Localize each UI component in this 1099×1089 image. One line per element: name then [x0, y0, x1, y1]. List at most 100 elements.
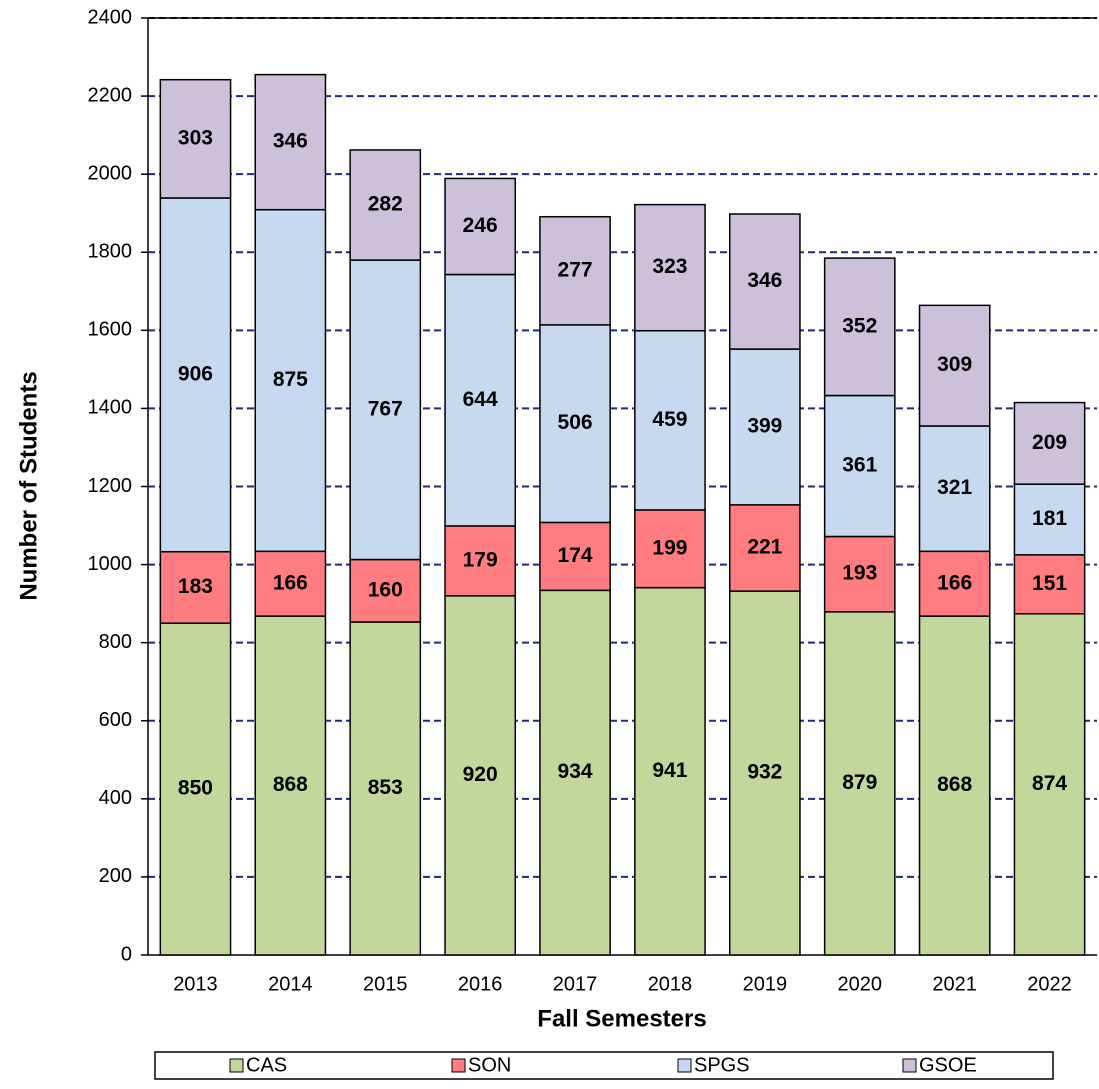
bar-segment — [539, 215, 611, 326]
bar-segment — [254, 550, 327, 617]
bar-segment — [634, 586, 706, 956]
bar-segment — [254, 615, 327, 956]
x-tick-label: 2013 — [173, 973, 218, 995]
bar-segment — [444, 177, 517, 276]
bar-segment — [444, 525, 517, 597]
bar-segment — [823, 611, 896, 956]
data-label: 179 — [463, 548, 498, 571]
data-label: 277 — [558, 258, 593, 281]
y-tick-label: 200 — [99, 865, 132, 887]
bar-segment — [349, 259, 422, 561]
x-tick-label: 2016 — [458, 973, 503, 995]
data-label: 181 — [1032, 507, 1067, 530]
bar-segment — [728, 590, 801, 956]
data-label: 875 — [273, 368, 308, 391]
x-tick-label: 2015 — [363, 973, 408, 995]
bar-segment — [918, 550, 991, 617]
y-tick-label: 1600 — [88, 319, 133, 341]
data-label: 459 — [652, 408, 687, 431]
data-label: 361 — [842, 454, 877, 477]
data-label: 352 — [842, 314, 877, 337]
y-axis-title: Number of Students — [15, 371, 42, 600]
x-axis-title: Fall Semesters — [537, 1005, 706, 1032]
bar-segment — [918, 304, 991, 427]
x-tick-label: 2021 — [932, 973, 977, 995]
data-label: 868 — [273, 773, 308, 796]
data-label: 920 — [463, 763, 498, 786]
data-label: 399 — [747, 415, 782, 438]
data-label: 850 — [178, 777, 213, 800]
data-label: 151 — [1032, 572, 1067, 595]
legend-swatch — [677, 1058, 692, 1073]
data-label: 767 — [368, 397, 403, 420]
legend-label: GSOE — [919, 1054, 977, 1076]
data-label: 246 — [463, 214, 498, 237]
bar-segment — [539, 324, 611, 524]
data-label: 346 — [747, 269, 782, 292]
y-tick-label: 1200 — [88, 475, 133, 497]
y-tick-label: 2000 — [88, 162, 133, 184]
bar-segment — [539, 589, 611, 956]
bar-segment — [918, 425, 991, 553]
bar-segment — [728, 213, 801, 350]
bar-segment — [823, 257, 896, 397]
bar-segment — [728, 348, 801, 506]
bar-segment — [1013, 613, 1086, 956]
y-tick-label: 600 — [99, 709, 132, 731]
data-label: 346 — [273, 130, 308, 153]
bar-segment — [539, 521, 611, 592]
data-label: 868 — [937, 773, 972, 796]
legend-label: SON — [468, 1054, 511, 1076]
bar-segment — [823, 535, 896, 613]
data-label: 160 — [368, 578, 403, 601]
data-label: 906 — [178, 362, 213, 385]
data-label: 309 — [937, 353, 972, 376]
data-label: 874 — [1032, 772, 1067, 795]
legend-swatch — [902, 1058, 917, 1073]
x-tick-label: 2018 — [648, 973, 693, 995]
bar-segment — [1013, 401, 1086, 485]
data-label: 932 — [747, 761, 782, 784]
data-label: 282 — [368, 193, 403, 216]
data-label: 174 — [558, 544, 593, 567]
data-label: 183 — [178, 575, 213, 598]
legend-swatch — [229, 1058, 244, 1073]
bar-segment — [823, 394, 896, 538]
y-tick-label: 1800 — [88, 241, 133, 263]
y-tick-label: 2200 — [88, 84, 133, 106]
legend-swatch — [451, 1058, 466, 1073]
data-label: 941 — [652, 759, 687, 782]
data-label: 221 — [747, 536, 782, 559]
y-tick-label: 2400 — [88, 6, 133, 28]
data-label: 166 — [273, 571, 308, 594]
data-label: 321 — [937, 476, 972, 499]
bar-segment — [349, 621, 422, 956]
bar-segment — [254, 208, 327, 553]
bar-segment — [444, 273, 517, 527]
y-tick-label: 400 — [99, 787, 132, 809]
bar-segment — [159, 78, 232, 199]
data-label: 303 — [178, 126, 213, 149]
x-tick-label: 2017 — [553, 973, 598, 995]
x-tick-label: 2014 — [268, 973, 313, 995]
data-label: 934 — [558, 760, 593, 783]
bar-segment — [349, 149, 422, 261]
data-label: 506 — [558, 411, 593, 434]
data-label: 879 — [842, 771, 877, 794]
data-label: 199 — [652, 536, 687, 559]
bar-segment — [634, 329, 706, 511]
data-label: 166 — [937, 571, 972, 594]
bar-segment — [254, 73, 327, 211]
data-label: 209 — [1032, 431, 1067, 454]
x-tick-label: 2022 — [1027, 973, 1072, 995]
y-tick-label: 1400 — [88, 397, 133, 419]
legend-label: CAS — [246, 1054, 287, 1076]
y-tick-label: 0 — [121, 943, 132, 965]
y-tick-label: 800 — [99, 631, 132, 653]
data-label: 644 — [463, 388, 498, 411]
data-label: 193 — [842, 562, 877, 585]
x-tick-label: 2019 — [743, 973, 788, 995]
y-tick-label: 1000 — [88, 553, 133, 575]
bar-segment — [634, 203, 706, 332]
